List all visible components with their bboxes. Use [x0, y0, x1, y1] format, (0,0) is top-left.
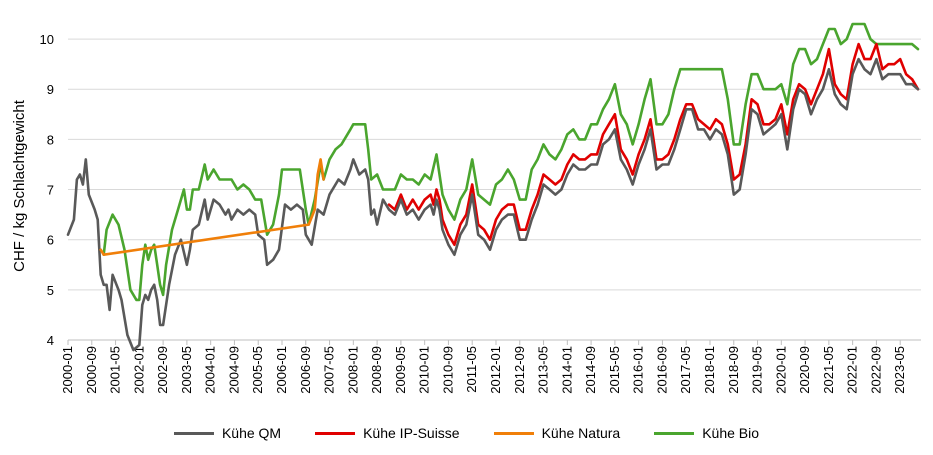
x-tick-label: 2016-09 — [654, 346, 669, 394]
legend-swatch — [315, 431, 356, 435]
series-line-k-he-ip-suisse — [387, 42, 920, 246]
x-tick-label: 2013-05 — [536, 346, 551, 394]
y-tick-label: 7 — [47, 183, 54, 198]
y-tick-label: 5 — [47, 283, 54, 298]
x-tick-label: 2006-01 — [274, 346, 289, 394]
legend-item: Kühe Natura — [493, 425, 621, 441]
legend-label: Kühe Natura — [541, 425, 621, 441]
y-tick-label: 10 — [40, 32, 54, 47]
legend-swatch — [493, 431, 534, 435]
x-tick-label: 2010-09 — [440, 346, 455, 394]
x-tick-label: 2002-09 — [155, 346, 170, 394]
legend-swatch — [654, 431, 695, 435]
y-tick-label: 4 — [47, 333, 54, 348]
series-line-k-he-bio — [102, 22, 920, 302]
y-tick-label: 9 — [47, 82, 54, 97]
x-tick-label: 2017-05 — [678, 346, 693, 394]
x-tick-label: 2014-01 — [559, 346, 574, 394]
y-tick-label: 8 — [47, 132, 54, 147]
x-tick-label: 2002-01 — [131, 346, 146, 394]
x-tick-label: 2004-09 — [226, 346, 241, 394]
legend-label: Kühe IP-Suisse — [363, 425, 460, 441]
x-tick-label: 2008-01 — [345, 346, 360, 394]
x-tick-label: 2021-05 — [821, 346, 836, 394]
x-tick-label: 2001-05 — [108, 346, 123, 394]
x-tick-label: 2018-09 — [726, 346, 741, 394]
x-tick-label: 2010-01 — [417, 346, 432, 394]
x-tick-label: 2018-01 — [702, 346, 717, 394]
x-tick-label: 2022-09 — [868, 346, 883, 394]
x-tick-label: 2000-01 — [60, 346, 75, 394]
legend: Kühe QM Kühe IP-Suisse Kühe Natura Kühe Bio — [0, 425, 933, 441]
x-tick-label: 2008-09 — [369, 346, 384, 394]
x-tick-label: 2020-01 — [773, 346, 788, 394]
x-tick-label: 2009-05 — [393, 346, 408, 394]
series-line-k-he-natura — [99, 158, 325, 256]
x-tick-label: 2022-01 — [845, 346, 860, 394]
x-tick-label: 2004-01 — [203, 346, 218, 394]
legend-label: Kühe Bio — [702, 425, 760, 441]
x-tick-label: 2019-05 — [750, 346, 765, 394]
x-tick-label: 2023-05 — [892, 346, 907, 394]
x-tick-label: 2000-09 — [84, 346, 99, 394]
legend-item: Kühe Bio — [654, 425, 759, 441]
x-tick-label: 2006-09 — [298, 346, 313, 394]
y-axis-label: CHF / kg Schlachtgewicht — [11, 99, 28, 272]
series-line-k-he-qm — [66, 57, 920, 352]
x-tick-label: 2005-05 — [250, 346, 265, 394]
x-tick-label: 2020-09 — [797, 346, 812, 394]
x-tick-label: 2012-09 — [512, 346, 527, 394]
x-tick-label: 2007-05 — [322, 346, 337, 394]
axes: 4 5 6 7 8 9 10 2000-01 2000-09 2001-05 2002-01 2002… — [40, 32, 921, 394]
x-tick-label: 2011-05 — [464, 346, 479, 393]
series-lines — [66, 22, 920, 352]
legend-label: Kühe QM — [221, 425, 282, 441]
x-tick-label: 2015-05 — [607, 346, 622, 394]
x-tick-label: 2012-01 — [488, 346, 503, 394]
legend-item: Kühe IP-Suisse — [315, 425, 460, 441]
y-tick-label: 6 — [47, 233, 54, 248]
x-tick-label: 2014-09 — [583, 346, 598, 394]
legend-item: Kühe QM — [173, 425, 282, 441]
x-tick-label: 2016-01 — [631, 346, 646, 394]
x-tick-label: 2003-05 — [179, 346, 194, 394]
legend-swatch — [173, 431, 214, 435]
